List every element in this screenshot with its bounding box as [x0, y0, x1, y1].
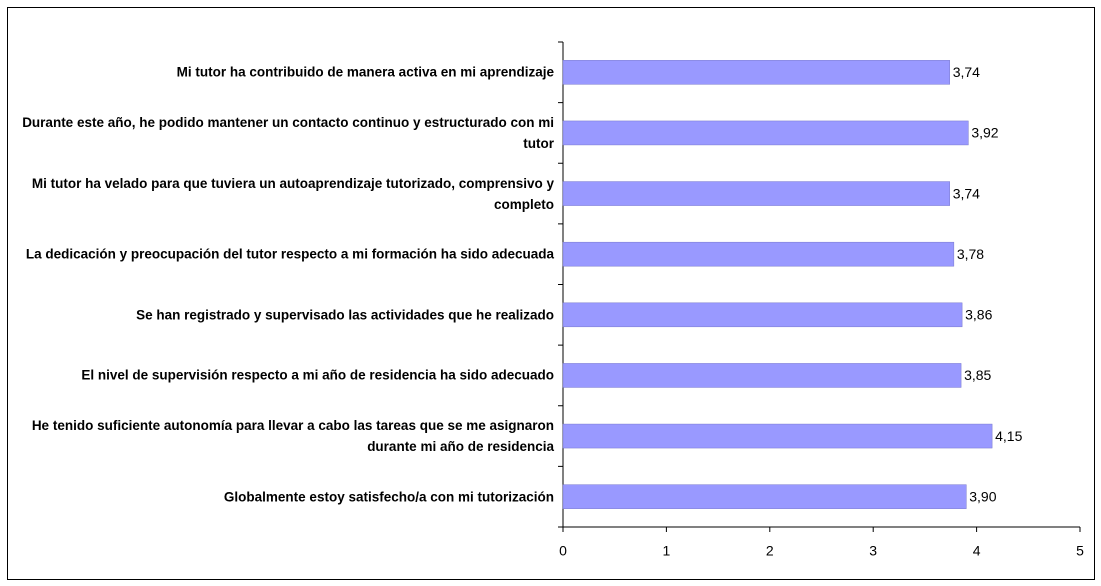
bar [562, 484, 967, 509]
category-label: La dedicación y preocupación del tutor r… [25, 246, 554, 262]
bar [562, 60, 950, 85]
value-label: 3,85 [964, 367, 991, 383]
value-label: 3,92 [971, 125, 998, 141]
value-label: 3,74 [953, 64, 980, 80]
x-tick-label: 5 [1076, 543, 1084, 559]
value-label: 3,86 [965, 307, 992, 323]
category-label: Mi tutor ha contribuido de manera activa… [176, 64, 554, 80]
x-tick-label: 3 [869, 543, 877, 559]
category-label: Globalmente estoy satisfecho/a con mi tu… [223, 489, 554, 505]
chart-border [7, 7, 1095, 580]
value-label: 4,15 [995, 428, 1022, 444]
bar [562, 181, 950, 206]
value-label: 3,78 [957, 246, 984, 262]
category-label: He tenido suficiente autonomía para llev… [31, 418, 554, 455]
bar [562, 241, 955, 267]
value-label: 3,90 [969, 488, 996, 504]
bar [562, 120, 969, 146]
category-label: Mi tutor ha velado para que tuviera un a… [31, 175, 554, 212]
bar [562, 423, 993, 449]
x-tick-label: 0 [559, 543, 567, 559]
value-label: 3,74 [953, 185, 980, 201]
x-tick-label: 2 [766, 543, 774, 559]
category-label: Durante este año, he podido mantener un … [22, 114, 554, 151]
x-tick-label: 4 [973, 543, 981, 559]
bar [562, 302, 963, 328]
category-label: El nivel de supervisión respecto a mi añ… [81, 367, 554, 383]
category-label: Se han registrado y supervisado las acti… [136, 307, 554, 323]
bar [562, 363, 962, 388]
x-tick-label: 1 [663, 543, 671, 559]
